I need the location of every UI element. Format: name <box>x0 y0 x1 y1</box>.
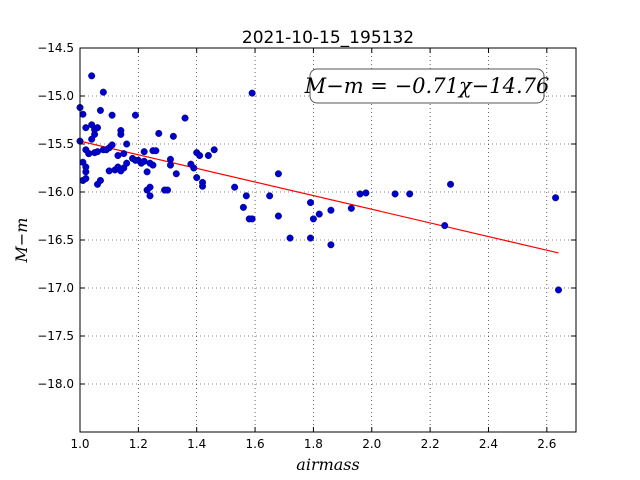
data-point <box>239 203 247 211</box>
data-point <box>169 132 177 140</box>
data-point <box>143 168 151 176</box>
x-tick-label: 1.4 <box>187 437 206 451</box>
chart-title: 2021-10-15_195132 <box>242 28 414 48</box>
data-point <box>149 161 157 169</box>
data-point <box>347 204 355 212</box>
data-point <box>441 222 449 230</box>
data-point <box>123 140 131 148</box>
data-point <box>248 215 256 223</box>
data-point <box>327 241 335 249</box>
data-point <box>266 192 274 200</box>
data-point <box>172 170 180 178</box>
data-point <box>96 106 104 114</box>
fit-equation: M−m = −0.71χ−14.76 <box>304 74 550 98</box>
data-point <box>274 212 282 220</box>
data-point <box>164 186 172 194</box>
data-point <box>447 180 455 188</box>
data-point <box>193 174 201 182</box>
y-tick-label: −17.5 <box>37 329 74 343</box>
data-point <box>315 210 323 218</box>
data-point <box>108 111 116 119</box>
data-point <box>248 89 256 97</box>
data-point <box>152 147 160 155</box>
data-point <box>85 150 93 158</box>
data-point <box>123 159 131 167</box>
y-tick-label: −15.0 <box>37 89 74 103</box>
data-point <box>82 168 90 176</box>
data-point <box>196 152 204 160</box>
grid-lines <box>79 47 576 432</box>
data-point <box>146 192 154 200</box>
data-point <box>120 150 128 158</box>
data-point <box>327 206 335 214</box>
y-tick-label: −18.0 <box>37 377 74 391</box>
data-point <box>82 175 90 183</box>
fit-line <box>79 140 559 254</box>
axis-ticks: 1.0 1.2 1.4 1.6 1.8 2.0 2.2 2.4 2.6 −14.5 −15.0 −15… <box>37 41 576 451</box>
data-point <box>140 148 148 156</box>
y-tick-label: −14.5 <box>37 41 74 55</box>
data-point <box>117 127 125 135</box>
fit-annotation: M−m = −0.71χ−14.76 <box>304 68 550 104</box>
data-point <box>114 152 122 160</box>
data-point <box>362 189 370 197</box>
x-tick-label: 1.2 <box>129 437 148 451</box>
data-point <box>94 124 102 132</box>
data-point <box>105 167 113 175</box>
data-point <box>204 152 212 160</box>
x-axis-label: airmass <box>296 455 359 474</box>
data-point <box>274 170 282 178</box>
data-point <box>286 234 294 242</box>
data-point <box>88 72 96 80</box>
y-axis-label: M−m <box>12 218 31 264</box>
data-point <box>199 182 207 190</box>
x-tick-label: 2.4 <box>479 437 498 451</box>
data-point <box>79 110 87 118</box>
data-point <box>391 190 399 198</box>
y-tick-label: −16.5 <box>37 233 74 247</box>
annotation-box <box>309 68 545 104</box>
data-point <box>181 114 189 122</box>
data-point <box>190 164 198 172</box>
data-point <box>131 111 139 119</box>
data-point <box>554 286 562 294</box>
x-tick-label: 1.8 <box>304 437 323 451</box>
data-point <box>242 192 250 200</box>
data-point <box>309 215 317 223</box>
data-point <box>96 176 104 184</box>
y-tick-label: −17.0 <box>37 281 74 295</box>
data-point <box>155 129 163 137</box>
x-tick-label: 2.2 <box>421 437 440 451</box>
data-point <box>94 148 102 156</box>
data-point <box>231 183 239 191</box>
data-point <box>552 194 560 202</box>
data-point <box>140 157 148 165</box>
x-tick-label: 2.6 <box>537 437 556 451</box>
data-point <box>406 190 414 198</box>
data-point <box>210 146 218 154</box>
x-tick-label: 1.0 <box>70 437 89 451</box>
x-tick-label: 1.6 <box>246 437 265 451</box>
fit-line-layer <box>79 140 559 254</box>
data-point <box>146 183 154 191</box>
x-tick-label: 2.0 <box>362 437 381 451</box>
data-point <box>82 124 90 132</box>
data-point <box>99 88 107 96</box>
y-tick-label: −15.5 <box>37 137 74 151</box>
data-point <box>108 141 116 149</box>
data-point <box>166 161 174 169</box>
data-points <box>76 72 562 294</box>
data-point <box>356 190 364 198</box>
data-point <box>306 199 314 207</box>
y-tick-label: −16.0 <box>37 185 74 199</box>
data-point <box>306 234 314 242</box>
